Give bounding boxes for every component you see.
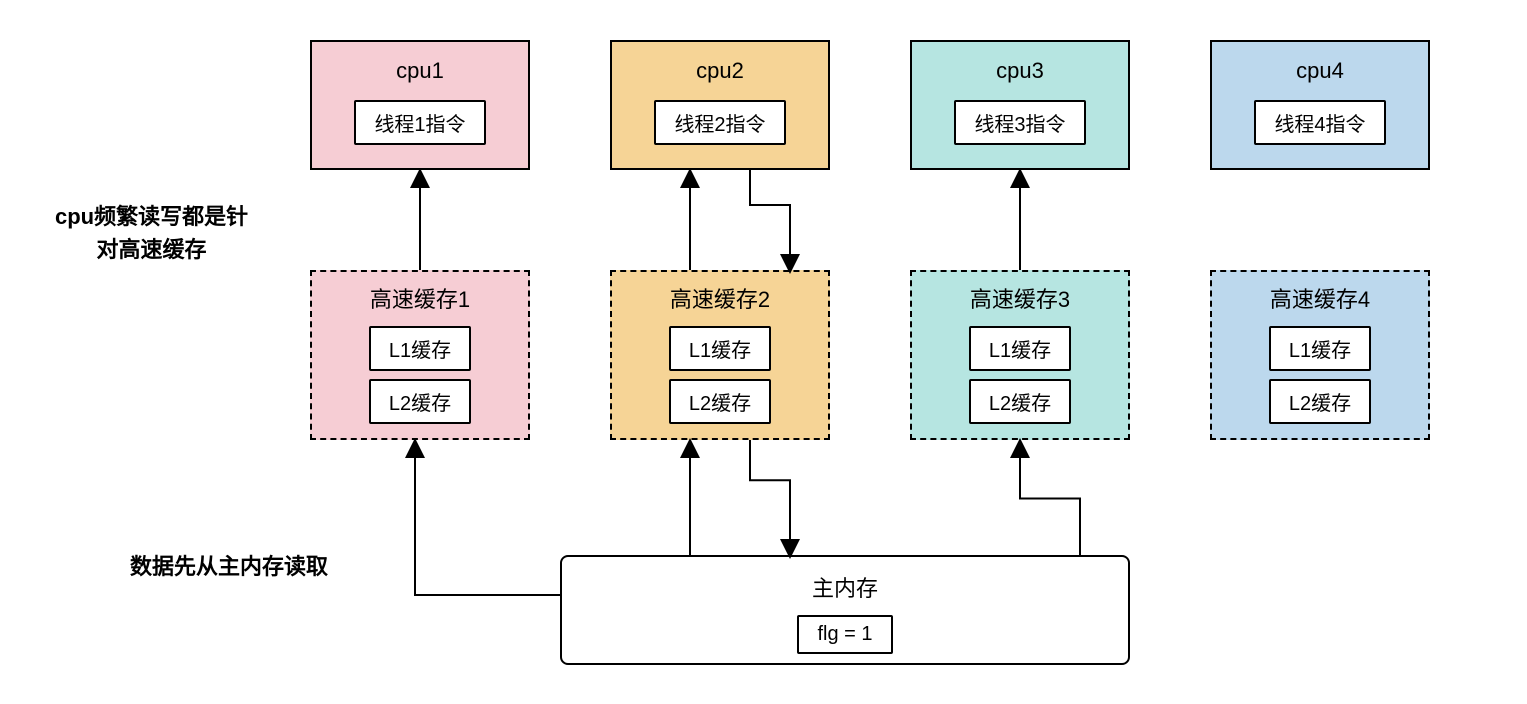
cpu-box-4: cpu4 线程4指令 [1210,40,1430,170]
cache-box-2: 高速缓存2 L1缓存 L2缓存 [610,270,830,440]
thread-instruction: 线程4指令 [1254,100,1385,145]
l2-cache: L2缓存 [969,379,1071,424]
cache-box-4: 高速缓存4 L1缓存 L2缓存 [1210,270,1430,440]
cpu-box-1: cpu1 线程1指令 [310,40,530,170]
cpu-box-3: cpu3 线程3指令 [910,40,1130,170]
l1-cache: L1缓存 [669,326,771,371]
l1-cache: L1缓存 [969,326,1071,371]
cache-title: 高速缓存4 [1270,282,1370,314]
cpu-title: cpu2 [696,58,744,84]
cpu-title: cpu4 [1296,58,1344,84]
cache-title: 高速缓存3 [970,282,1070,314]
l2-cache: L2缓存 [1269,379,1371,424]
thread-instruction: 线程2指令 [654,100,785,145]
memory-annotation: 数据先从主内存读取 [130,550,328,583]
memory-value: flg = 1 [797,615,892,654]
l1-cache: L1缓存 [369,326,471,371]
cache-annotation-line1: cpu频繁读写都是针 [55,204,248,229]
cache-box-3: 高速缓存3 L1缓存 L2缓存 [910,270,1130,440]
cpu-title: cpu3 [996,58,1044,84]
cache-annotation-line2: 对高速缓存 [97,237,207,262]
thread-instruction: 线程3指令 [954,100,1085,145]
cpu-title: cpu1 [396,58,444,84]
memory-title: 主内存 [812,571,878,603]
cache-title: 高速缓存2 [670,282,770,314]
memory-annotation-text: 数据先从主内存读取 [130,554,328,579]
l1-cache: L1缓存 [1269,326,1371,371]
l2-cache: L2缓存 [669,379,771,424]
l2-cache: L2缓存 [369,379,471,424]
cache-annotation: cpu频繁读写都是针 对高速缓存 [55,200,248,266]
thread-instruction: 线程1指令 [354,100,485,145]
cache-title: 高速缓存1 [370,282,470,314]
cpu-box-2: cpu2 线程2指令 [610,40,830,170]
main-memory-box: 主内存 flg = 1 [560,555,1130,665]
cache-box-1: 高速缓存1 L1缓存 L2缓存 [310,270,530,440]
